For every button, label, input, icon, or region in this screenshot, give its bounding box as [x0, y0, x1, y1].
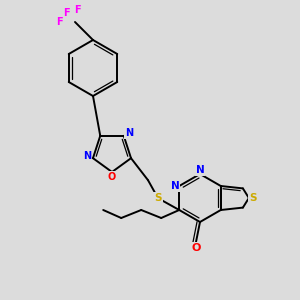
Text: N: N — [196, 165, 204, 175]
Text: N: N — [171, 181, 180, 191]
Text: S: S — [154, 193, 162, 203]
Text: O: O — [191, 243, 201, 253]
Text: F: F — [63, 8, 69, 18]
Text: N: N — [125, 128, 133, 138]
Text: O: O — [108, 172, 116, 182]
Text: F: F — [56, 17, 62, 27]
Text: S: S — [249, 193, 256, 203]
Text: F: F — [74, 5, 80, 15]
Text: N: N — [83, 151, 91, 161]
